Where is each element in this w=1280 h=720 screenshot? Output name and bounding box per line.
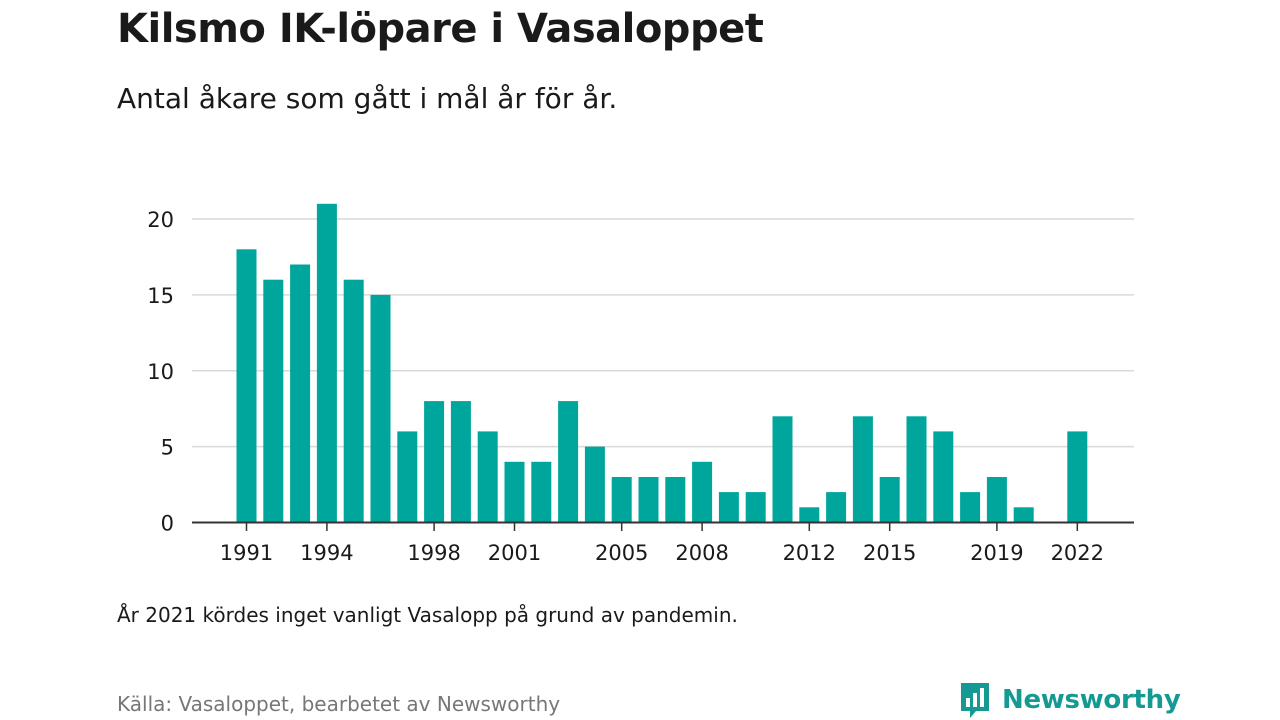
bar-2003 [558, 401, 579, 523]
y-tick-label: 15 [147, 284, 174, 308]
x-tick-label: 2001 [488, 541, 541, 565]
x-tick-label: 2005 [595, 541, 648, 565]
bars [236, 203, 1088, 523]
bar-2012 [799, 507, 820, 523]
bar-2014 [852, 416, 873, 523]
bar-2006 [638, 477, 659, 523]
bar-2017 [933, 431, 954, 523]
x-tick-label: 2008 [675, 541, 728, 565]
y-tick-label: 5 [161, 436, 174, 460]
chart-subtitle: Antal åkare som gått i mål år för år. [117, 82, 618, 115]
bar-chart: 0 5 10 15 20 1991 1994 1998 2001 2005 2008 2012 201… [147, 203, 1134, 565]
bar-2002 [531, 461, 552, 523]
bar-1999 [450, 401, 471, 523]
bar-1996 [370, 294, 391, 523]
y-tick-label: 20 [147, 208, 174, 232]
x-tick-label: 2022 [1051, 541, 1104, 565]
bar-2020 [1013, 507, 1034, 523]
bar-1994 [316, 203, 337, 523]
x-tick-label: 1991 [220, 541, 273, 565]
bar-2009 [718, 492, 739, 523]
y-tick-label: 10 [147, 360, 174, 384]
bar-2008 [692, 461, 713, 523]
y-tick-label: 0 [161, 512, 174, 536]
y-axis-ticks: 0 5 10 15 20 [147, 208, 174, 536]
brand-name: Newsworthy [1002, 685, 1181, 715]
x-axis-ticks: 1991 1994 1998 2001 2005 2008 2012 2015 2019 2022 [220, 523, 1104, 565]
bar-2018 [960, 492, 981, 523]
x-tick-label: 2012 [783, 541, 836, 565]
bar-2005 [611, 477, 632, 523]
x-tick-label: 2015 [863, 541, 916, 565]
bar-2015 [879, 477, 900, 523]
newsworthy-logo-icon [961, 683, 989, 718]
bar-2000 [477, 431, 498, 523]
x-tick-label: 1998 [407, 541, 460, 565]
chart-note: År 2021 kördes inget vanligt Vasalopp på… [117, 603, 738, 627]
bar-2001 [504, 461, 525, 523]
bar-1991 [236, 249, 257, 523]
bar-2011 [772, 416, 793, 523]
bar-2004 [584, 446, 605, 523]
bar-2019 [986, 477, 1007, 523]
bar-2016 [906, 416, 927, 523]
bar-1998 [424, 401, 445, 523]
x-tick-label: 2019 [970, 541, 1023, 565]
bar-2022 [1067, 431, 1088, 523]
x-tick-label: 1994 [300, 541, 353, 565]
newsworthy-logo: Newsworthy [958, 680, 1181, 720]
bar-1992 [263, 279, 284, 523]
bar-1993 [290, 264, 311, 523]
source-text: Källa: Vasaloppet, bearbetet av Newswort… [117, 692, 561, 716]
bar-1997 [397, 431, 418, 523]
bar-2013 [826, 492, 847, 523]
chart-title: Kilsmo IK-löpare i Vasaloppet [117, 6, 764, 52]
bar-2007 [665, 477, 686, 523]
bar-2010 [745, 492, 766, 523]
bar-1995 [343, 279, 364, 523]
